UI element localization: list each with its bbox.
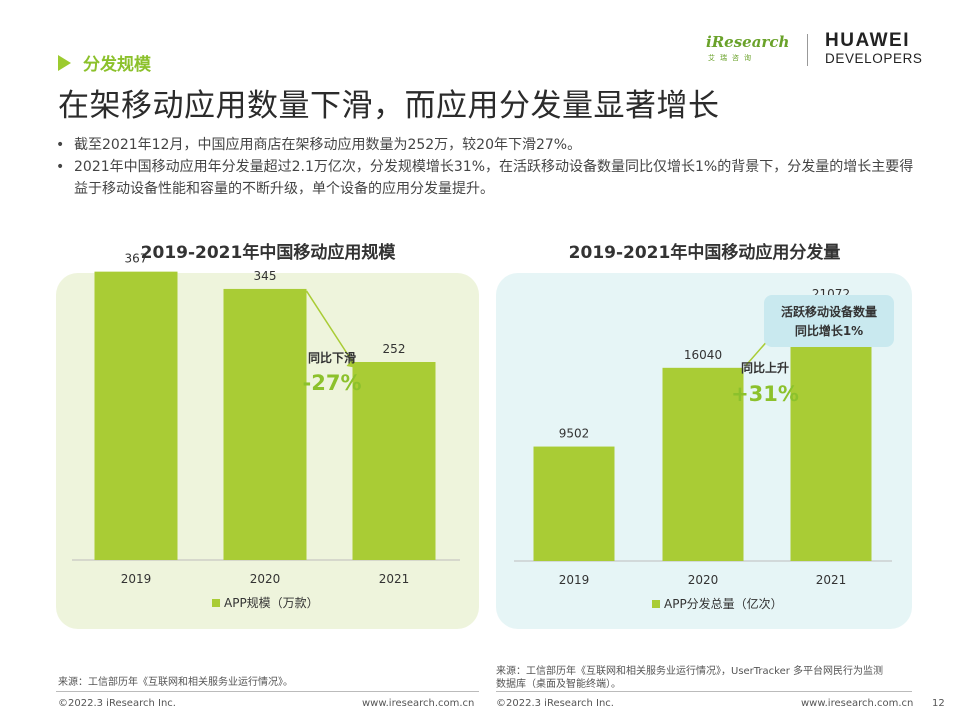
x-tick-label: 2021 bbox=[816, 573, 847, 587]
bullet-text: 2021年中国移动应用年分发量超过2.1万亿次，分发规模增长31%，在活跃移动设… bbox=[74, 159, 914, 197]
bullet-dot-icon: • bbox=[56, 159, 65, 175]
footer-copyright-right: ©2022.3 iResearch Inc. bbox=[496, 698, 614, 709]
bullet-item: • 截至2021年12月，中国应用商店在架移动应用数量为252万，较20年下滑2… bbox=[56, 134, 916, 156]
data-label: 9502 bbox=[559, 427, 590, 441]
annotation-label: 同比上升 bbox=[741, 360, 789, 375]
footer-copyright-left: ©2022.3 iResearch Inc. bbox=[58, 698, 176, 709]
annotation-value: +31% bbox=[731, 382, 799, 406]
logo-divider bbox=[807, 34, 808, 66]
triangle-icon bbox=[58, 54, 71, 71]
page-title: 在架移动应用数量下滑，而应用分发量显著增长 bbox=[58, 88, 720, 124]
section-label: 分发规模 bbox=[58, 50, 151, 75]
footer-source-right-line2: 数据库（桌面及智能终端）。 bbox=[496, 679, 621, 690]
footer-url-left[interactable]: www.iresearch.com.cn bbox=[362, 698, 475, 709]
iresearch-logo: iResearch 艾瑞咨询 bbox=[706, 33, 796, 73]
annotation-value: -27% bbox=[303, 371, 362, 395]
bar-scale-2020 bbox=[223, 288, 307, 560]
bar-distribution-2020 bbox=[662, 367, 744, 561]
footer-divider-right bbox=[496, 691, 912, 692]
legend-swatch bbox=[652, 600, 660, 608]
x-tick-label: 2021 bbox=[379, 572, 410, 586]
footer-divider-left bbox=[56, 691, 479, 692]
data-label: 16040 bbox=[684, 348, 722, 362]
bar-scale-2019 bbox=[94, 271, 178, 560]
x-tick-label: 2020 bbox=[688, 573, 719, 587]
bullet-list: • 截至2021年12月，中国应用商店在架移动应用数量为252万，较20年下滑2… bbox=[56, 134, 916, 200]
x-tick-label: 2019 bbox=[121, 572, 152, 586]
huawei-logo-text: HUAWEI bbox=[825, 30, 910, 51]
legend-swatch bbox=[212, 599, 220, 607]
data-label: 252 bbox=[383, 342, 406, 356]
x-tick-label: 2019 bbox=[559, 573, 590, 587]
developers-logo-text: DEVELOPERS bbox=[825, 51, 923, 66]
bullet-text: 截至2021年12月，中国应用商店在架移动应用数量为252万，较20年下滑27%… bbox=[74, 137, 582, 153]
iresearch-logo-subtext: 艾瑞咨询 bbox=[708, 54, 756, 62]
data-label: 367 bbox=[125, 252, 148, 266]
data-label: 345 bbox=[254, 269, 277, 283]
legend-label: APP分发总量（亿次） bbox=[664, 596, 783, 611]
callout-box bbox=[764, 295, 894, 347]
bar-distribution-2019 bbox=[533, 446, 615, 561]
page-number: 12 bbox=[932, 698, 945, 709]
section-label-text: 分发规模 bbox=[83, 55, 151, 75]
huawei-developers-logo: HUAWEI DEVELOPERS bbox=[825, 30, 923, 66]
footer-source-right-line1: 来源：工信部历年《互联网和相关服务业运行情况》，UserTracker 多平台网… bbox=[496, 666, 884, 677]
chart-title-app-scale: 2019-2021年中国移动应用规模 bbox=[140, 243, 396, 263]
callout-line2: 同比增长1% bbox=[795, 323, 863, 338]
x-tick-label: 2020 bbox=[250, 572, 281, 586]
iresearch-logo-text: iResearch bbox=[706, 33, 790, 51]
bullet-item: • 2021年中国移动应用年分发量超过2.1万亿次，分发规模增长31%，在活跃移… bbox=[56, 156, 916, 200]
footer-source-right: 来源：工信部历年《互联网和相关服务业运行情况》，UserTracker 多平台网… bbox=[496, 665, 883, 691]
bullet-dot-icon: • bbox=[56, 137, 65, 153]
footer-url-right[interactable]: www.iresearch.com.cn bbox=[801, 698, 914, 709]
callout-line1: 活跃移动设备数量 bbox=[781, 304, 877, 319]
trend-arrowhead-icon bbox=[346, 359, 357, 368]
chart-title-distribution: 2019-2021年中国移动应用分发量 bbox=[568, 243, 841, 263]
legend-label: APP规模（万款） bbox=[224, 595, 319, 610]
bar-scale-2021 bbox=[352, 362, 436, 560]
annotation-label: 同比下滑 bbox=[308, 350, 356, 365]
footer-source-left: 来源：工信部历年《互联网和相关服务业运行情况》。 bbox=[58, 677, 293, 688]
trend-arrow-line bbox=[305, 290, 358, 369]
bar-distribution-2021 bbox=[790, 307, 872, 561]
